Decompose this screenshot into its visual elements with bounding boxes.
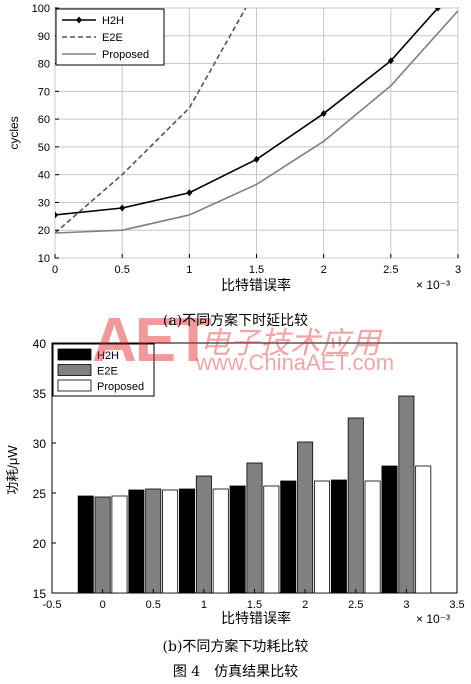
bar-chart-x-multiplier: × 10⁻³: [416, 612, 450, 626]
bar-proposed: [263, 485, 280, 594]
caption-b: (b)不同方案下功耗比较: [162, 639, 309, 655]
legend-swatch-proposed: [57, 379, 92, 392]
bar-chart-y-tick-label: 15: [33, 587, 47, 601]
line-chart-y-tick-label: 80: [38, 59, 50, 71]
line-chart: 0 0.5 1 1.5 2 2.5 3 10 20 30 40 50 60 70 80 90 100 H2H E2…: [7, 3, 461, 293]
bar-h2h: [128, 489, 145, 594]
bar-chart-legend: H2H E2E Proposed: [52, 343, 155, 397]
bar-h2h: [179, 488, 196, 594]
line-chart-y-tick-label: 70: [38, 86, 50, 98]
bar-chart-ticks: -0.5 0 0.5 1 1.5 2 2.5 3 3.5 15 20 25 30 35 40: [33, 337, 465, 611]
line-chart-x-tick-label: 1: [186, 264, 192, 276]
line-chart-x-tick-label: 2: [321, 264, 327, 276]
bar-chart-x-tick-label: 1.5: [247, 599, 262, 611]
legend-label-e2e: E2E: [102, 32, 123, 44]
bar-proposed: [212, 488, 229, 594]
bar-proposed: [162, 489, 179, 594]
bar-chart-x-tick-label: 3.5: [449, 599, 464, 611]
bar-e2e: [398, 395, 415, 594]
bar-chart-y-axis-label: 功耗/μW: [5, 445, 20, 495]
line-chart-y-tick-label: 90: [38, 31, 50, 43]
line-chart-y-axis-label: cycles: [7, 116, 21, 149]
bar-chart-x-tick-label: 0: [100, 599, 106, 611]
bar-chart-x-tick-label: 3: [403, 599, 409, 611]
line-point-h2h: [55, 211, 58, 219]
line-chart-series-clip: [55, 8, 458, 234]
line-point-h2h: [186, 189, 193, 197]
bar-proposed: [111, 495, 128, 594]
bar-proposed: [364, 480, 381, 594]
watermark-chinese-text: 电子技术应用: [200, 326, 380, 361]
line-series-proposed: [55, 10, 458, 234]
bar-chart-y-tick-label: 30: [33, 437, 47, 451]
line-point-h2h: [387, 57, 394, 65]
bar-e2e: [297, 441, 314, 594]
line-point-h2h: [119, 204, 126, 212]
line-chart-series-group: [55, 8, 458, 234]
line-chart-x-tick-label: 1.5: [249, 264, 264, 276]
bar-chart-x-axis-label: 比特错误率: [221, 610, 291, 626]
bar-h2h: [381, 465, 398, 594]
bar-chart-x-tick-label: 1: [201, 599, 207, 611]
line-chart-ticks: 0 0.5 1 1.5 2 2.5 3 10 20 30 40 50 60 70 80 90 100: [32, 3, 461, 276]
bar-chart-x-tick-label: -0.5: [43, 599, 62, 611]
bar-h2h: [330, 479, 347, 594]
line-chart-x-multiplier: × 10⁻³: [416, 278, 450, 292]
watermark-logo: AET: [92, 306, 212, 375]
line-chart-legend: H2H E2E Proposed: [55, 8, 165, 66]
caption-a: (a)不同方案下时延比较: [162, 313, 309, 329]
bar-proposed: [313, 480, 330, 594]
line-chart-x-tick-label: 3: [455, 264, 461, 276]
bar-chart-x-tick-label: 2.5: [348, 599, 363, 611]
bar-h2h: [77, 495, 94, 594]
line-series-e2e: [55, 8, 247, 234]
bar-e2e: [94, 496, 111, 594]
figure-caption: 图 4 仿真结果比较: [172, 664, 299, 680]
legend-label-proposed: Proposed: [102, 49, 149, 61]
bar-chart-x-tick-label: 0.5: [146, 599, 161, 611]
legend-label-h2h: H2H: [102, 15, 124, 27]
legend-label-h2h: H2H: [97, 350, 119, 362]
bar-chart-y-tick-label: 35: [33, 387, 47, 401]
bar-e2e: [347, 417, 364, 594]
legend-label-proposed: Proposed: [97, 381, 144, 393]
legend-swatch-e2e: [57, 364, 92, 376]
line-point-h2h: [253, 155, 260, 163]
watermark-url: www.ChinaAET.com: [196, 350, 395, 375]
bar-e2e: [145, 488, 162, 594]
line-chart-x-axis-label: 比特错误率: [221, 277, 291, 293]
legend-swatch-h2h: [57, 348, 92, 361]
line-chart-x-tick-label: 0: [52, 264, 58, 276]
line-chart-y-tick-label: 60: [38, 114, 50, 126]
bar-chart-y-tick-label: 40: [33, 337, 47, 351]
line-chart-x-tick-label: 2.5: [383, 264, 398, 276]
bar-e2e: [195, 475, 212, 594]
line-point-h2h: [320, 110, 327, 118]
line-chart-y-tick-label: 50: [38, 142, 50, 154]
line-chart-y-tick-label: 10: [38, 253, 50, 265]
line-chart-y-tick-label: 30: [38, 197, 50, 209]
bar-proposed: [415, 465, 432, 594]
bar-e2e: [246, 462, 263, 594]
line-chart-y-tick-label: 20: [38, 225, 50, 237]
legend-label-e2e: E2E: [97, 366, 118, 378]
bar-chart-x-tick-label: 2: [302, 599, 308, 611]
bar-chart-y-tick-label: 25: [33, 487, 47, 501]
legend-marker-h2h: [76, 16, 82, 24]
line-point-h2h: [434, 8, 441, 12]
bar-h2h: [229, 485, 246, 594]
bar-h2h: [280, 480, 297, 594]
bar-chart: -0.5 0 0.5 1 1.5 2 2.5 3 3.5 15 20 25 30 35 40 H2H E2E P…: [5, 337, 465, 626]
line-chart-y-tick-label: 100: [32, 3, 50, 15]
line-chart-y-tick-label: 40: [38, 170, 50, 182]
line-chart-x-tick-label: 0.5: [115, 264, 130, 276]
bar-chart-y-tick-label: 20: [33, 537, 47, 551]
